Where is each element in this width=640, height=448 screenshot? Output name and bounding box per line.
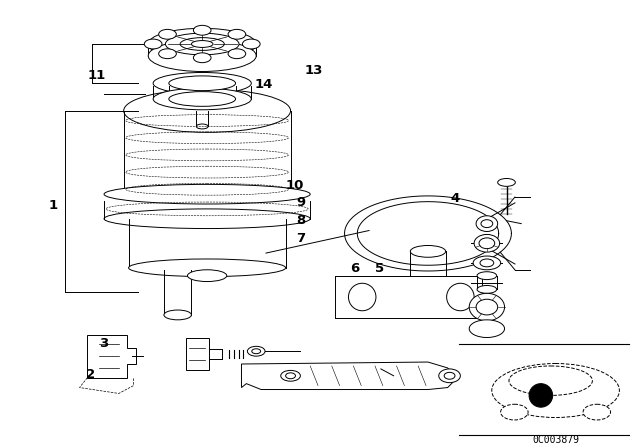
Text: 4: 4 (451, 192, 460, 205)
Ellipse shape (169, 76, 236, 90)
Ellipse shape (104, 209, 310, 228)
Ellipse shape (492, 363, 620, 418)
Ellipse shape (148, 28, 256, 60)
Ellipse shape (188, 270, 227, 281)
Ellipse shape (159, 30, 177, 39)
Text: 13: 13 (305, 65, 323, 78)
Text: 1: 1 (49, 198, 58, 211)
Ellipse shape (477, 272, 497, 280)
Ellipse shape (165, 33, 239, 55)
Ellipse shape (228, 30, 246, 39)
Ellipse shape (500, 404, 528, 420)
Ellipse shape (285, 373, 296, 379)
Text: 11: 11 (88, 69, 106, 82)
Text: 12: 12 (188, 78, 207, 90)
Ellipse shape (410, 246, 445, 257)
Ellipse shape (243, 39, 260, 49)
Ellipse shape (281, 370, 300, 381)
Text: 14: 14 (254, 78, 273, 90)
Ellipse shape (498, 178, 515, 186)
Ellipse shape (476, 216, 498, 232)
Ellipse shape (476, 299, 498, 315)
Ellipse shape (193, 53, 211, 63)
Ellipse shape (124, 89, 291, 132)
Circle shape (447, 283, 474, 311)
Text: 10: 10 (285, 179, 304, 192)
Ellipse shape (164, 310, 191, 320)
Polygon shape (88, 335, 136, 378)
Ellipse shape (153, 73, 252, 94)
Ellipse shape (180, 38, 224, 50)
Ellipse shape (444, 372, 455, 379)
Circle shape (529, 383, 552, 407)
Text: 0C003879: 0C003879 (532, 435, 579, 444)
Ellipse shape (169, 91, 236, 106)
Ellipse shape (193, 26, 211, 35)
Circle shape (348, 283, 376, 311)
Ellipse shape (144, 39, 162, 49)
Ellipse shape (479, 238, 495, 249)
Text: 9: 9 (296, 196, 306, 209)
Ellipse shape (583, 404, 611, 420)
Ellipse shape (469, 293, 504, 321)
Ellipse shape (248, 346, 265, 356)
Text: 6: 6 (350, 263, 359, 276)
Ellipse shape (191, 41, 213, 47)
Ellipse shape (509, 366, 593, 396)
Ellipse shape (469, 320, 504, 337)
Polygon shape (241, 362, 458, 389)
Ellipse shape (196, 124, 208, 129)
Ellipse shape (473, 256, 500, 270)
Ellipse shape (481, 220, 493, 228)
Text: 5: 5 (375, 263, 384, 276)
Ellipse shape (480, 259, 493, 267)
Ellipse shape (477, 285, 497, 293)
Text: 8: 8 (296, 214, 306, 227)
Ellipse shape (474, 234, 500, 252)
Ellipse shape (228, 49, 246, 59)
Ellipse shape (252, 349, 260, 354)
Ellipse shape (129, 259, 285, 277)
Text: 2: 2 (86, 368, 95, 381)
FancyBboxPatch shape (186, 339, 209, 370)
Ellipse shape (153, 88, 252, 110)
Ellipse shape (148, 40, 256, 72)
Ellipse shape (104, 185, 310, 204)
Text: 3: 3 (99, 337, 108, 350)
Ellipse shape (439, 369, 460, 383)
Ellipse shape (159, 49, 177, 59)
Text: 7: 7 (296, 232, 306, 245)
